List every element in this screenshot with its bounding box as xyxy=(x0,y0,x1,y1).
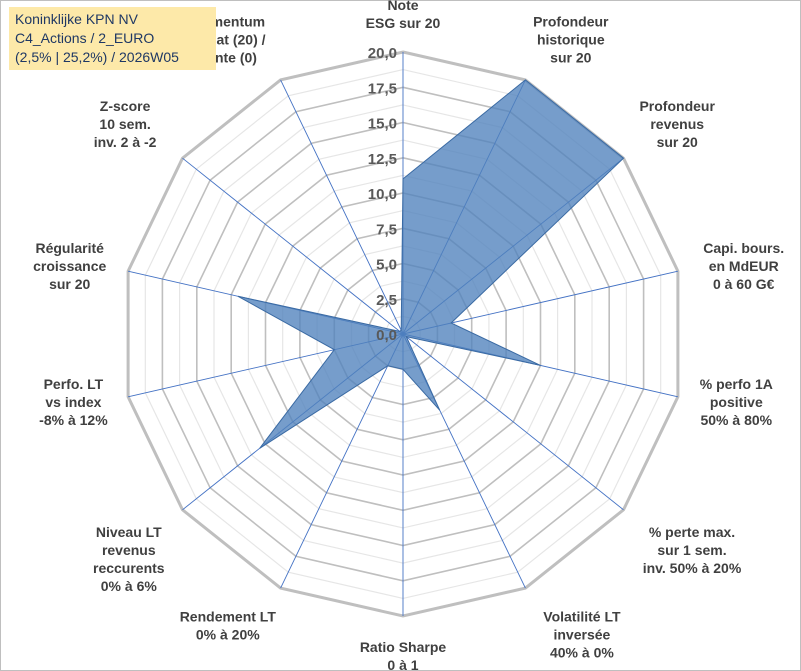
axis-category-label: Régularité croissance sur 20 xyxy=(33,240,106,292)
axis-category-label-line: Rendement LT xyxy=(180,609,277,625)
radial-tick-label: 0,0 xyxy=(376,327,397,344)
axis-category-label-line: sur 20 xyxy=(657,134,698,150)
axis-category-label: Niveau LT revenus reccurents 0% à 6% xyxy=(93,524,165,594)
axis-category-label: Profondeur revenus sur 20 xyxy=(639,98,715,150)
axis-category-label-line: Volatilité LT xyxy=(543,609,621,625)
radial-tick-label: 15,0 xyxy=(368,116,397,133)
axis-category-label-line: vs index xyxy=(45,394,101,410)
radial-tick-label: 2,5 xyxy=(376,292,397,309)
title-line-stats: (2,5% | 25,2%) / 2026W05 xyxy=(15,49,179,65)
radial-tick-label: 12,5 xyxy=(368,151,397,168)
axis-spoke xyxy=(182,157,404,335)
axis-category-label-line: sur 1 sem. xyxy=(657,542,726,558)
axis-category-label-line: 0 à 1 xyxy=(387,657,418,671)
axis-category-label: Profondeur historique sur 20 xyxy=(533,13,609,65)
axis-category-label-line: % perfo 1A xyxy=(700,376,773,392)
axis-spoke xyxy=(280,79,404,335)
axis-category-label-line: croissance xyxy=(33,258,106,274)
axis-category-label: Z-score 10 sem. inv. 2 à -2 xyxy=(94,98,157,150)
axis-category-label-line: ESG sur 20 xyxy=(366,15,441,31)
axis-category-label-line: Profondeur xyxy=(533,13,609,29)
axis-category-label-line: historique xyxy=(537,31,605,47)
axis-category-label-line: Ratio Sharpe xyxy=(360,639,447,655)
axis-category-label: Rendement LT 0% à 20% xyxy=(180,609,277,643)
title-line-company: Koninklijke KPN NV xyxy=(15,11,138,27)
radial-tick-label: 5,0 xyxy=(376,257,397,274)
title-line-category: C4_Actions / 2_EURO xyxy=(15,30,155,46)
axis-category-label-line: Perfo. LT xyxy=(44,376,104,392)
axis-category-label-line: reccurents xyxy=(93,560,165,576)
axis-category-label-line: inv. 50% à 20% xyxy=(643,560,742,576)
axis-category-label: Perfo. LT vs index -8% à 12% xyxy=(39,376,108,428)
axis-category-label: Ratio Sharpe 0 à 1 xyxy=(360,639,447,671)
axis-category-label-line: sur 20 xyxy=(49,276,90,292)
axis-category-label-line: 0 à 60 G€ xyxy=(713,276,775,292)
axis-category-label-line: Régularité xyxy=(35,240,104,256)
axis-category-label-line: revenus xyxy=(650,116,704,132)
axis-category-label-line: 40% à 0% xyxy=(550,645,614,661)
axis-category-label: % perfo 1A positive 50% à 80% xyxy=(700,376,773,428)
axis-category-label: % perte max. sur 1 sem. inv. 50% à 20% xyxy=(643,524,742,576)
axis-category-label-line: 0% à 6% xyxy=(101,578,158,594)
radial-tick-label: 10,0 xyxy=(368,186,397,203)
axis-category-label-line: Profondeur xyxy=(639,98,715,114)
axis-category-label-line: % perte max. xyxy=(649,524,735,540)
axis-category-label-line: sur 20 xyxy=(550,49,591,65)
axis-category-label-line: -8% à 12% xyxy=(39,412,108,428)
axis-category-label-line: inversée xyxy=(553,627,610,643)
radial-tick-label: 7,5 xyxy=(376,221,397,238)
axis-category-label-line: 50% à 80% xyxy=(700,412,772,428)
radial-tick-label: 17,5 xyxy=(368,80,397,97)
chart-title-box: Koninklijke KPN NV C4_Actions / 2_EURO (… xyxy=(9,7,216,70)
axis-category-label: Capi. bours. en MdEUR 0 à 60 G€ xyxy=(703,240,784,292)
axis-category-label-line: Capi. bours. xyxy=(703,240,784,256)
axis-category-label: Note ESG sur 20 xyxy=(366,0,441,31)
axis-category-label-line: Note xyxy=(387,0,418,13)
axis-category-label-line: en MdEUR xyxy=(709,258,779,274)
axis-category-label-line: 0% à 20% xyxy=(196,627,260,643)
axis-category-label-line: revenus xyxy=(102,542,156,558)
axis-category-label-line: positive xyxy=(710,394,763,410)
axis-category-label: Volatilité LT inversée 40% à 0% xyxy=(543,609,621,661)
axis-category-label-line: Niveau LT xyxy=(96,524,162,540)
axis-spoke xyxy=(280,333,404,589)
axis-category-label-line: 10 sem. xyxy=(99,116,150,132)
axis-spoke xyxy=(402,333,624,511)
axis-category-label-line: inv. 2 à -2 xyxy=(94,134,157,150)
axis-category-label-line: Z-score xyxy=(100,98,151,114)
radial-tick-label: 20,0 xyxy=(368,45,397,62)
